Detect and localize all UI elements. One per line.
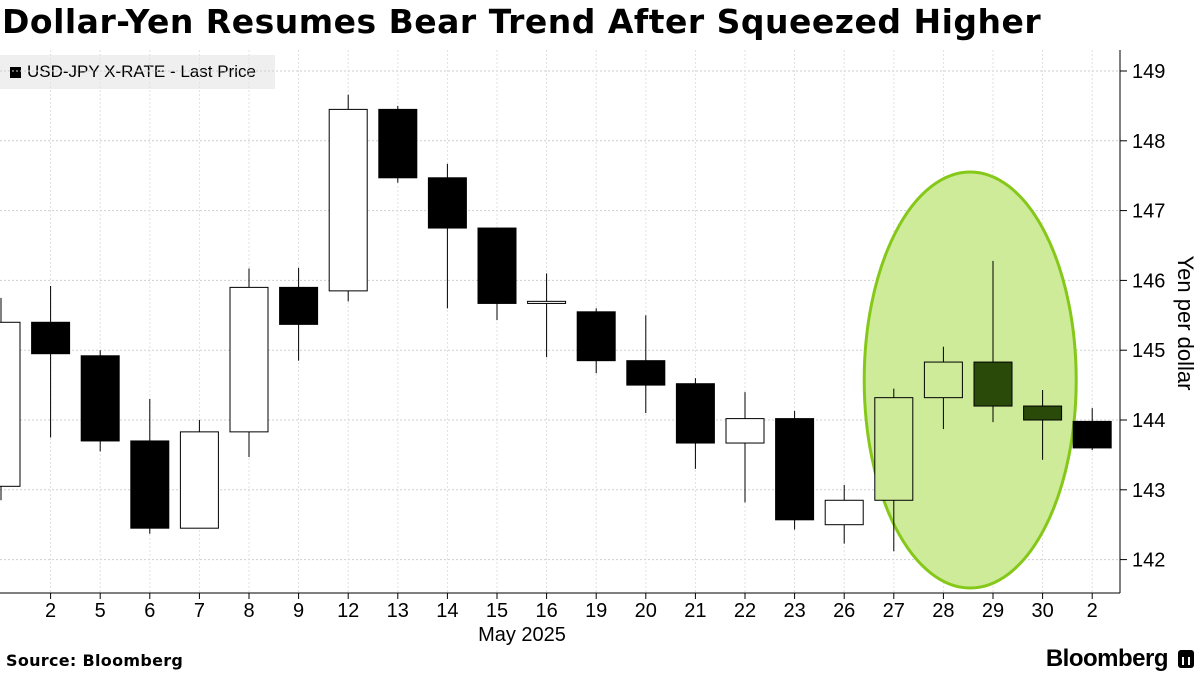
candle-body-down: [775, 418, 815, 521]
x-tick-label: 6: [144, 600, 155, 622]
candle-body-up: [874, 397, 914, 501]
y-tick-label: 146: [1132, 270, 1165, 292]
candle-body-down: [80, 355, 120, 442]
y-tick-label: 144: [1132, 410, 1165, 432]
y-axis: 142 143 144 145 146 147 148 149: [1119, 50, 1165, 593]
candle-body-down: [378, 108, 418, 179]
y-tick-label: 148: [1132, 131, 1165, 153]
candle-body-up: [725, 418, 765, 444]
x-tick-label: 16: [535, 600, 557, 622]
x-axis-month-label: May 2025: [478, 624, 566, 646]
x-tick-label: 12: [337, 600, 359, 622]
candle-body-down: [1023, 405, 1063, 421]
y-tick-label: 143: [1132, 480, 1165, 502]
candles: [0, 94, 1112, 552]
legend-swatch: [10, 66, 21, 78]
candle-body-down: [477, 227, 517, 304]
x-tick-label: 19: [585, 600, 607, 622]
x-tick-label: 8: [243, 600, 254, 622]
candle-body-up: [0, 321, 21, 487]
highlight-ellipse: [862, 170, 1078, 590]
x-tick-label: 2: [1087, 600, 1098, 622]
candle-body-down: [279, 286, 319, 325]
candle-body-down: [675, 383, 715, 444]
candle-body-down: [130, 440, 170, 529]
x-tick-label: 7: [194, 600, 205, 622]
x-tick-label: 20: [635, 600, 657, 622]
candle-body-down: [626, 360, 666, 386]
y-tick-label: 142: [1132, 550, 1165, 572]
candle-body-up: [179, 431, 219, 529]
candle-body-up: [229, 286, 269, 433]
highlight-layer: [862, 170, 1078, 590]
candle-body-down: [31, 321, 71, 355]
x-tick-label: 5: [95, 600, 106, 622]
x-tick-label: 15: [486, 600, 508, 622]
x-tick-label: 13: [387, 600, 409, 622]
candle-body-down: [973, 361, 1013, 407]
y-tick-label: 149: [1132, 61, 1165, 83]
brand-logo-text: Bloomberg: [1045, 645, 1169, 672]
candle-body-down: [576, 311, 616, 362]
candle-body-up: [328, 108, 368, 292]
x-tick-label: 9: [293, 600, 304, 622]
candle-body-up: [527, 300, 567, 304]
y-tick-label: 145: [1132, 340, 1165, 362]
x-tick-label: 14: [436, 600, 458, 622]
x-tick-label: 30: [1031, 600, 1053, 622]
x-tick-label: 22: [734, 600, 756, 622]
x-axis: 2 5 6 7 8 9 12 13 14 15 16 19 20 21 22 23 26 27 28 29 30 2: [0, 592, 1120, 622]
bloomberg-icon: [1178, 650, 1194, 668]
candle-body-up: [824, 499, 864, 526]
x-tick-label: 23: [783, 600, 805, 622]
candle-body-down: [1072, 420, 1112, 449]
x-tick-label: 29: [982, 600, 1004, 622]
x-tick-label: 2: [45, 600, 56, 622]
y-axis-title: Yen per dollar: [1173, 256, 1198, 391]
y-tick-label: 147: [1132, 201, 1165, 223]
x-tick-label: 21: [684, 600, 706, 622]
chart-title: Dollar-Yen Resumes Bear Trend After Sque…: [2, 2, 1042, 41]
x-tick-label: 27: [883, 600, 905, 622]
candle-body-up: [923, 361, 963, 399]
source-note: Source: Bloomberg: [6, 651, 184, 670]
candle-body-down: [427, 177, 467, 229]
x-tick-label: 26: [833, 600, 855, 622]
x-tick-label: 28: [932, 600, 954, 622]
